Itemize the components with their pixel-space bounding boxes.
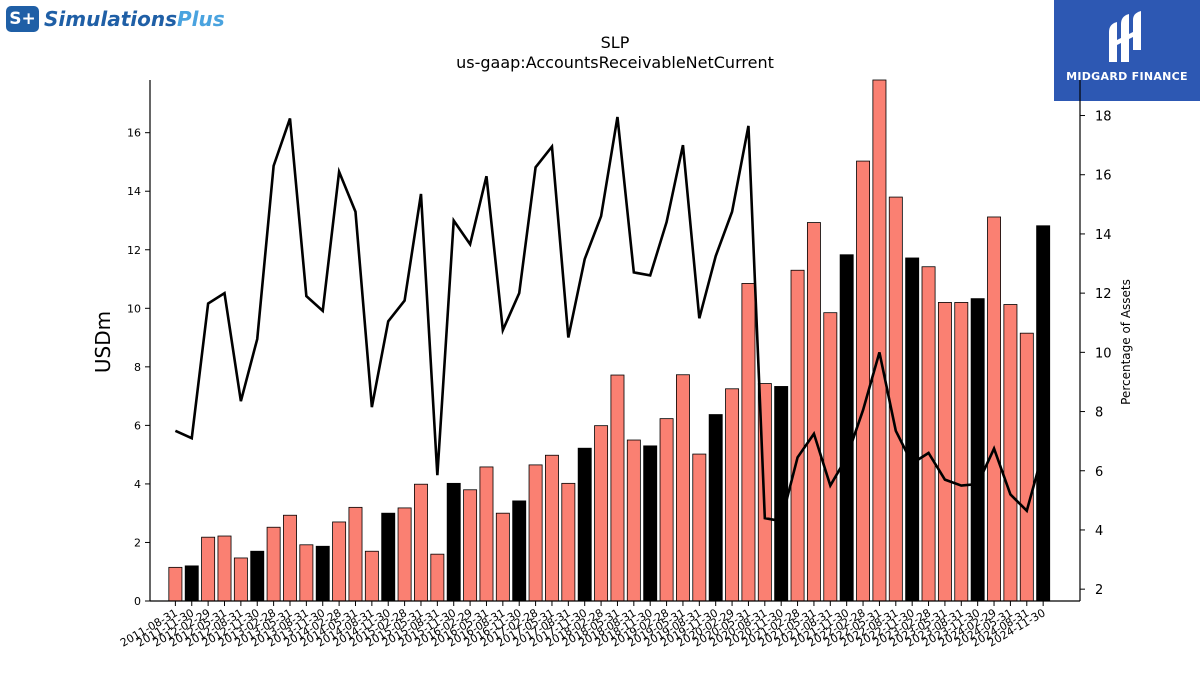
bar-2020-02-29: [725, 388, 740, 602]
y-tick-label: 0: [134, 595, 141, 608]
bar-2021-11-30: [839, 254, 854, 602]
bar-2016-02-29: [463, 489, 478, 602]
y-tick-label: 2: [134, 536, 141, 549]
y-tick-label: 16: [127, 127, 141, 140]
bar-2014-11-30: [381, 512, 396, 602]
logo-wordmark: SimulationsPlus: [44, 7, 225, 31]
y2-tick-label: 18: [1095, 110, 1112, 125]
bar-2015-08-31: [430, 553, 445, 602]
bar-2015-02-28: [397, 507, 412, 602]
logo-word-1: Simulations: [44, 7, 177, 31]
bar-2013-02-28: [266, 526, 281, 602]
chart-title: SLP: [601, 33, 630, 52]
bar-2013-11-30: [315, 545, 330, 602]
bar-2011-11-30: [184, 565, 199, 602]
bar-2016-11-30: [512, 500, 527, 602]
bar-2020-05-31: [741, 283, 756, 602]
bar-2024-08-31: [1019, 332, 1034, 602]
y2-tick-label: 16: [1095, 169, 1112, 184]
bar-2011-08-31: [168, 566, 183, 602]
bar-2013-05-31: [283, 514, 297, 602]
y2-tick-label: 6: [1095, 465, 1103, 480]
y2-tick-label: 10: [1095, 346, 1112, 361]
y-tick-label: 10: [127, 302, 141, 315]
line-series: [174, 116, 1045, 523]
y2-axis-label: Percentage of Assets: [1119, 279, 1133, 405]
percentage-of-assets-line: [174, 116, 1045, 523]
logo-badge: S+: [6, 6, 39, 32]
bar-2014-02-28: [332, 521, 347, 602]
bar-2017-05-31: [545, 454, 559, 602]
y2-tick-label: 4: [1095, 524, 1103, 539]
bar-2015-11-30: [446, 482, 461, 602]
y-tick-label: 4: [134, 478, 141, 491]
logo-right-text: MIDGARD FINANCE: [1066, 70, 1188, 83]
bar-2016-08-31: [495, 512, 510, 602]
bar-2012-05-31: [217, 535, 232, 602]
bar-2017-02-28: [528, 464, 543, 602]
bar-2022-02-28: [856, 160, 871, 602]
bar-2022-11-30: [905, 257, 920, 602]
bar-2024-02-29: [987, 216, 1001, 602]
bar-2019-05-31: [676, 374, 690, 602]
simulations-plus-logo: S+ SimulationsPlus: [6, 6, 225, 32]
bar-2017-08-31: [561, 482, 576, 602]
bar-2019-11-30: [708, 414, 723, 602]
bar-2022-08-31: [888, 196, 903, 602]
bar-2023-02-28: [921, 266, 936, 602]
bar-2012-11-30: [250, 550, 265, 602]
bar-2021-02-28: [790, 269, 805, 602]
bar-2019-02-28: [659, 418, 674, 602]
bar-2024-11-30: [1036, 225, 1051, 602]
bar-2014-08-31: [364, 550, 379, 602]
y2-tick-label: 14: [1095, 228, 1112, 243]
bar-2023-11-30: [970, 298, 985, 602]
bar-2018-11-30: [643, 445, 658, 602]
bar-2024-05-31: [1003, 304, 1018, 602]
bar-2017-11-30: [577, 447, 592, 602]
midgard-emblem-icon: [1109, 11, 1141, 62]
bar-2022-05-31: [872, 79, 887, 602]
y2-tick-label: 2: [1095, 583, 1103, 598]
y-tick-label: 14: [127, 185, 141, 198]
bar-2014-05-31: [348, 506, 363, 602]
bar-2013-08-31: [299, 544, 314, 602]
bar-2015-05-31: [414, 483, 428, 602]
chart-subtitle: us-gaap:AccountsReceivableNetCurrent: [456, 53, 774, 72]
bar-2018-02-28: [594, 425, 609, 602]
bar-2023-05-31: [937, 302, 952, 602]
bar-2012-02-29: [201, 536, 216, 602]
y2-tick-label: 8: [1095, 406, 1103, 421]
bar-2019-08-31: [692, 453, 707, 602]
bar-2020-11-30: [774, 386, 789, 602]
y-tick-label: 8: [134, 361, 141, 374]
y2-tick-label: 12: [1095, 287, 1112, 302]
bar-2016-05-31: [479, 466, 494, 602]
y-tick-label: 12: [127, 244, 141, 257]
bar-series: [168, 79, 1051, 602]
bar-2012-08-31: [233, 557, 248, 602]
y-axis-label: USDm: [91, 311, 115, 373]
bar-2021-08-31: [823, 312, 838, 602]
bar-2018-05-31: [610, 374, 625, 602]
bar-2018-08-31: [626, 439, 641, 602]
logo-word-2: Plus: [177, 7, 225, 31]
y-tick-label: 6: [134, 419, 141, 432]
bar-2023-08-31: [954, 302, 969, 602]
bar-2021-05-31: [806, 222, 821, 602]
midgard-finance-logo: MIDGARD FINANCE: [1054, 0, 1200, 101]
